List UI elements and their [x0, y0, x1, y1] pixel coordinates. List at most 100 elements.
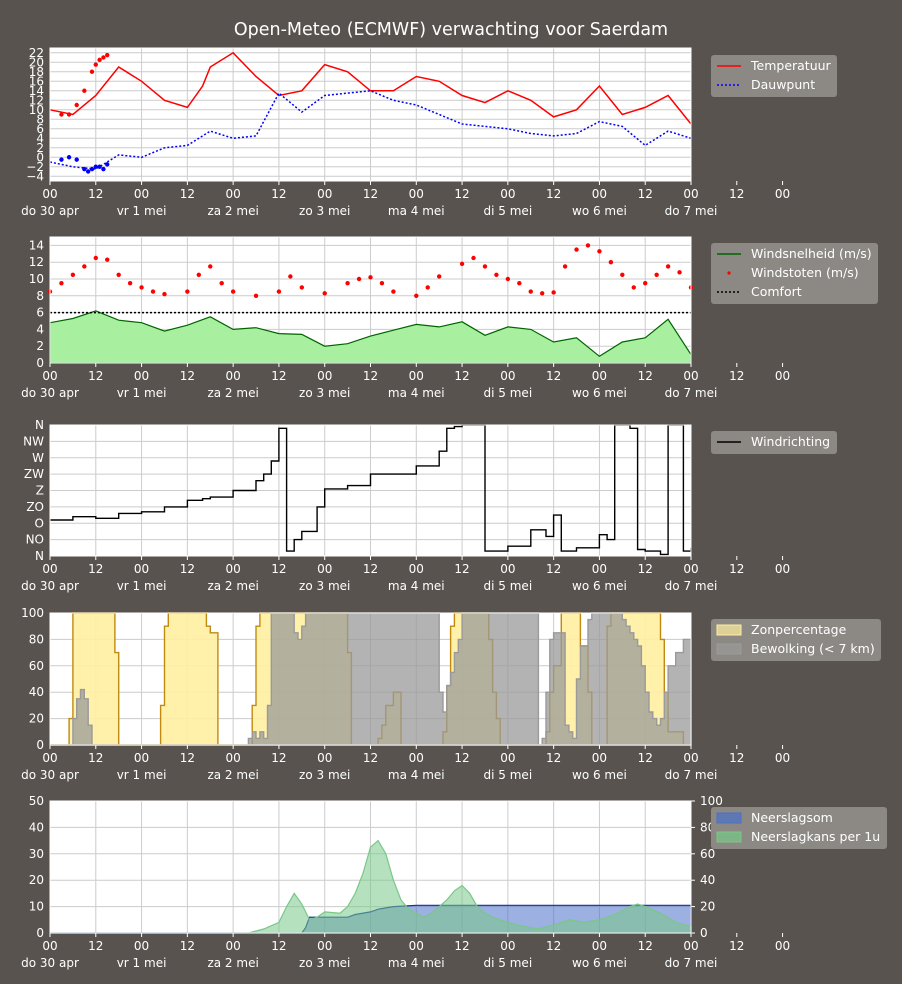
- x-tick-label: 12: [729, 751, 744, 765]
- y-tick-label: −2: [26, 160, 44, 174]
- data-point: [631, 285, 636, 290]
- series-windsnelheid-m-s-: [49, 310, 692, 364]
- y-tick-label: O: [35, 516, 44, 530]
- y2-tick-label: 40: [700, 873, 715, 887]
- legend-label: Bewolking (< 7 km): [751, 641, 875, 656]
- y-tick-label: 80: [29, 632, 44, 646]
- x-tick-label: 12: [180, 751, 195, 765]
- y-tick-label: 0: [36, 926, 44, 940]
- legend-label: Dauwpunt: [751, 77, 815, 92]
- x-tick-label: 12: [454, 187, 469, 201]
- x-tick-label: 00: [409, 369, 424, 383]
- legend-box: [711, 243, 878, 304]
- x-tick-label: 00: [592, 939, 607, 953]
- y-tick-label: 0: [36, 150, 44, 164]
- y-tick-label: 14: [29, 84, 44, 98]
- data-point: [59, 281, 64, 286]
- x-tick-label: 12: [180, 187, 195, 201]
- data-point: [299, 285, 305, 290]
- x-tick-label: 12: [638, 187, 653, 201]
- data-point: [162, 291, 167, 297]
- x-tick-label: 12: [88, 751, 103, 765]
- y2-tick-label: 0: [700, 926, 708, 940]
- data-point: [97, 57, 102, 63]
- y-tick-label: 0: [36, 356, 44, 370]
- data-point: [105, 257, 110, 262]
- data-point: [505, 276, 511, 282]
- x-tick-label: 00: [409, 187, 424, 201]
- day-label: zo 3 mei: [299, 768, 350, 782]
- day-label: vr 1 mei: [117, 956, 167, 970]
- data-point: [219, 281, 224, 286]
- y2-tick-label: 100: [700, 794, 723, 808]
- day-label: do 30 apr: [21, 204, 79, 218]
- y-tick-label: W: [32, 451, 44, 465]
- data-point: [85, 169, 91, 174]
- y-tick-label: 22: [29, 46, 44, 60]
- chart-panel-sun_clouds: 0 20 40 60 80 100 00 12 00 12 00 12 00 12 00 12 00 12 00 12…: [21, 606, 881, 782]
- x-tick-label: 12: [546, 562, 561, 576]
- data-point: [116, 272, 121, 277]
- data-point: [93, 255, 98, 261]
- y-tick-label: N: [35, 418, 44, 432]
- y-tick-label: ZW: [24, 467, 44, 481]
- x-tick-label: 12: [363, 187, 378, 201]
- y-tick-label: 20: [29, 873, 44, 887]
- x-tick-label: 12: [638, 562, 653, 576]
- data-point: [74, 102, 79, 108]
- x-tick-label: 00: [317, 562, 332, 576]
- x-tick-label: 00: [134, 187, 149, 201]
- day-label: do 7 mei: [665, 386, 718, 400]
- data-point: [74, 157, 79, 162]
- x-tick-label: 12: [88, 562, 103, 576]
- data-point: [230, 289, 236, 294]
- day-label: di 5 mei: [484, 768, 533, 782]
- day-label: za 2 mei: [207, 386, 258, 400]
- x-tick-label: 00: [317, 939, 332, 953]
- data-point: [654, 272, 659, 277]
- y-tick-label: 6: [36, 306, 44, 320]
- chart-panel-wind: 0 2 4 6 8 10 12 14 00 12 00 12 00 12 00 12 00 12 00 12 00 12 0…: [21, 236, 878, 400]
- x-tick-label: 00: [42, 751, 57, 765]
- series-bewolking-km-: [50, 612, 692, 746]
- day-label: ma 4 mei: [388, 956, 445, 970]
- x-tick-label: 00: [317, 369, 332, 383]
- y-tick-label: 20: [29, 55, 44, 69]
- data-point: [70, 272, 76, 277]
- x-tick-label: 00: [775, 187, 790, 201]
- x-tick-label: 12: [271, 939, 286, 953]
- data-point: [585, 243, 591, 248]
- x-tick-label: 00: [683, 187, 698, 201]
- data-point: [150, 289, 156, 294]
- x-tick-label: 00: [683, 369, 698, 383]
- y-tick-label: Z: [36, 484, 44, 498]
- legend-label: Comfort: [751, 284, 802, 299]
- x-tick-label: 00: [409, 751, 424, 765]
- y-tick-label: 100: [21, 606, 44, 620]
- x-tick-label: 12: [363, 562, 378, 576]
- day-label: ma 4 mei: [388, 204, 445, 218]
- day-label: vr 1 mei: [117, 768, 167, 782]
- x-tick-label: 00: [683, 751, 698, 765]
- day-label: za 2 mei: [207, 768, 258, 782]
- day-label: za 2 mei: [207, 956, 258, 970]
- day-label: do 7 mei: [665, 956, 718, 970]
- y-tick-label: 12: [29, 93, 44, 107]
- data-point: [517, 281, 522, 286]
- day-label: di 5 mei: [484, 579, 533, 593]
- data-point: [105, 52, 110, 58]
- x-tick-label: 00: [683, 562, 698, 576]
- legend-box: [711, 431, 837, 454]
- data-point: [665, 264, 671, 269]
- day-label: vr 1 mei: [117, 204, 167, 218]
- x-tick-label: 12: [363, 939, 378, 953]
- legend-label: Temperatuur: [750, 58, 832, 73]
- data-point: [97, 164, 102, 169]
- legend-label: Windstoten (m/s): [751, 265, 859, 280]
- day-label: di 5 mei: [484, 204, 533, 218]
- day-label: wo 6 mei: [572, 204, 627, 218]
- data-point: [82, 166, 87, 172]
- x-tick-label: 00: [500, 939, 515, 953]
- day-label: wo 6 mei: [572, 768, 627, 782]
- legend-label: Windsnelheid (m/s): [751, 246, 872, 261]
